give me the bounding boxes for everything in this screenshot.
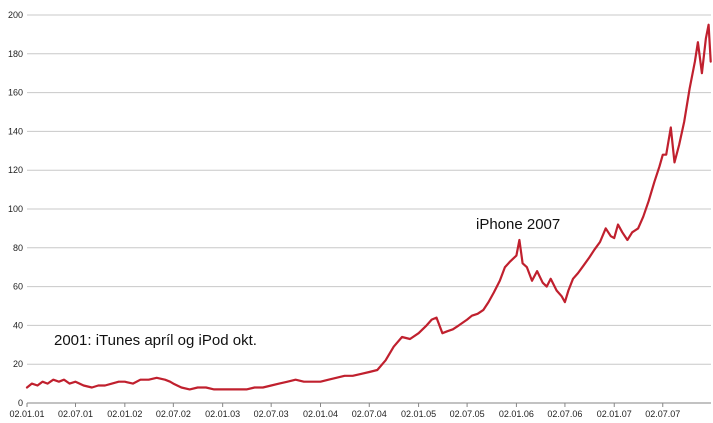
y-tick-label: 80 [13,243,23,253]
x-tick-label: 02.01.02 [107,409,142,419]
y-tick-label: 100 [8,204,23,214]
y-tick-label: 140 [8,126,23,136]
y-tick-label: 200 [8,10,23,20]
x-tick-label: 02.07.01 [58,409,93,419]
y-tick-label: 0 [18,398,23,408]
x-tick-label: 02.01.05 [401,409,436,419]
x-tick-label: 02.01.06 [499,409,534,419]
x-tick-label: 02.07.02 [156,409,191,419]
x-axis-ticks: 02.01.01 02.07.01 02.01.02 02.07.02 02.01.03… [9,403,680,419]
x-tick-label: 02.07.06 [547,409,582,419]
x-tick-label: 02.07.04 [352,409,387,419]
price-series-line [25,23,712,391]
y-tick-label: 160 [8,88,23,98]
annotation-iphone: iPhone 2007 [476,216,560,233]
y-tick-label: 40 [13,320,23,330]
x-tick-label: 02.07.05 [450,409,485,419]
y-tick-label: 180 [8,49,23,59]
x-tick-label: 02.01.01 [9,409,44,419]
y-tick-label: 120 [8,165,23,175]
x-tick-label: 02.01.03 [205,409,240,419]
x-tick-label: 02.01.04 [303,409,338,419]
y-tick-label: 20 [13,359,23,369]
x-tick-label: 02.07.07 [645,409,680,419]
annotation-itunes-ipod: 2001: iTunes apríl og iPod okt. [54,332,257,349]
x-tick-label: 02.07.03 [254,409,289,419]
x-tick-label: 02.01.07 [597,409,632,419]
y-tick-label: 60 [13,282,23,292]
y-axis-ticks: 0 20 40 60 80 100 120 140 160 180 200 [8,10,23,408]
gridlines [27,14,711,365]
